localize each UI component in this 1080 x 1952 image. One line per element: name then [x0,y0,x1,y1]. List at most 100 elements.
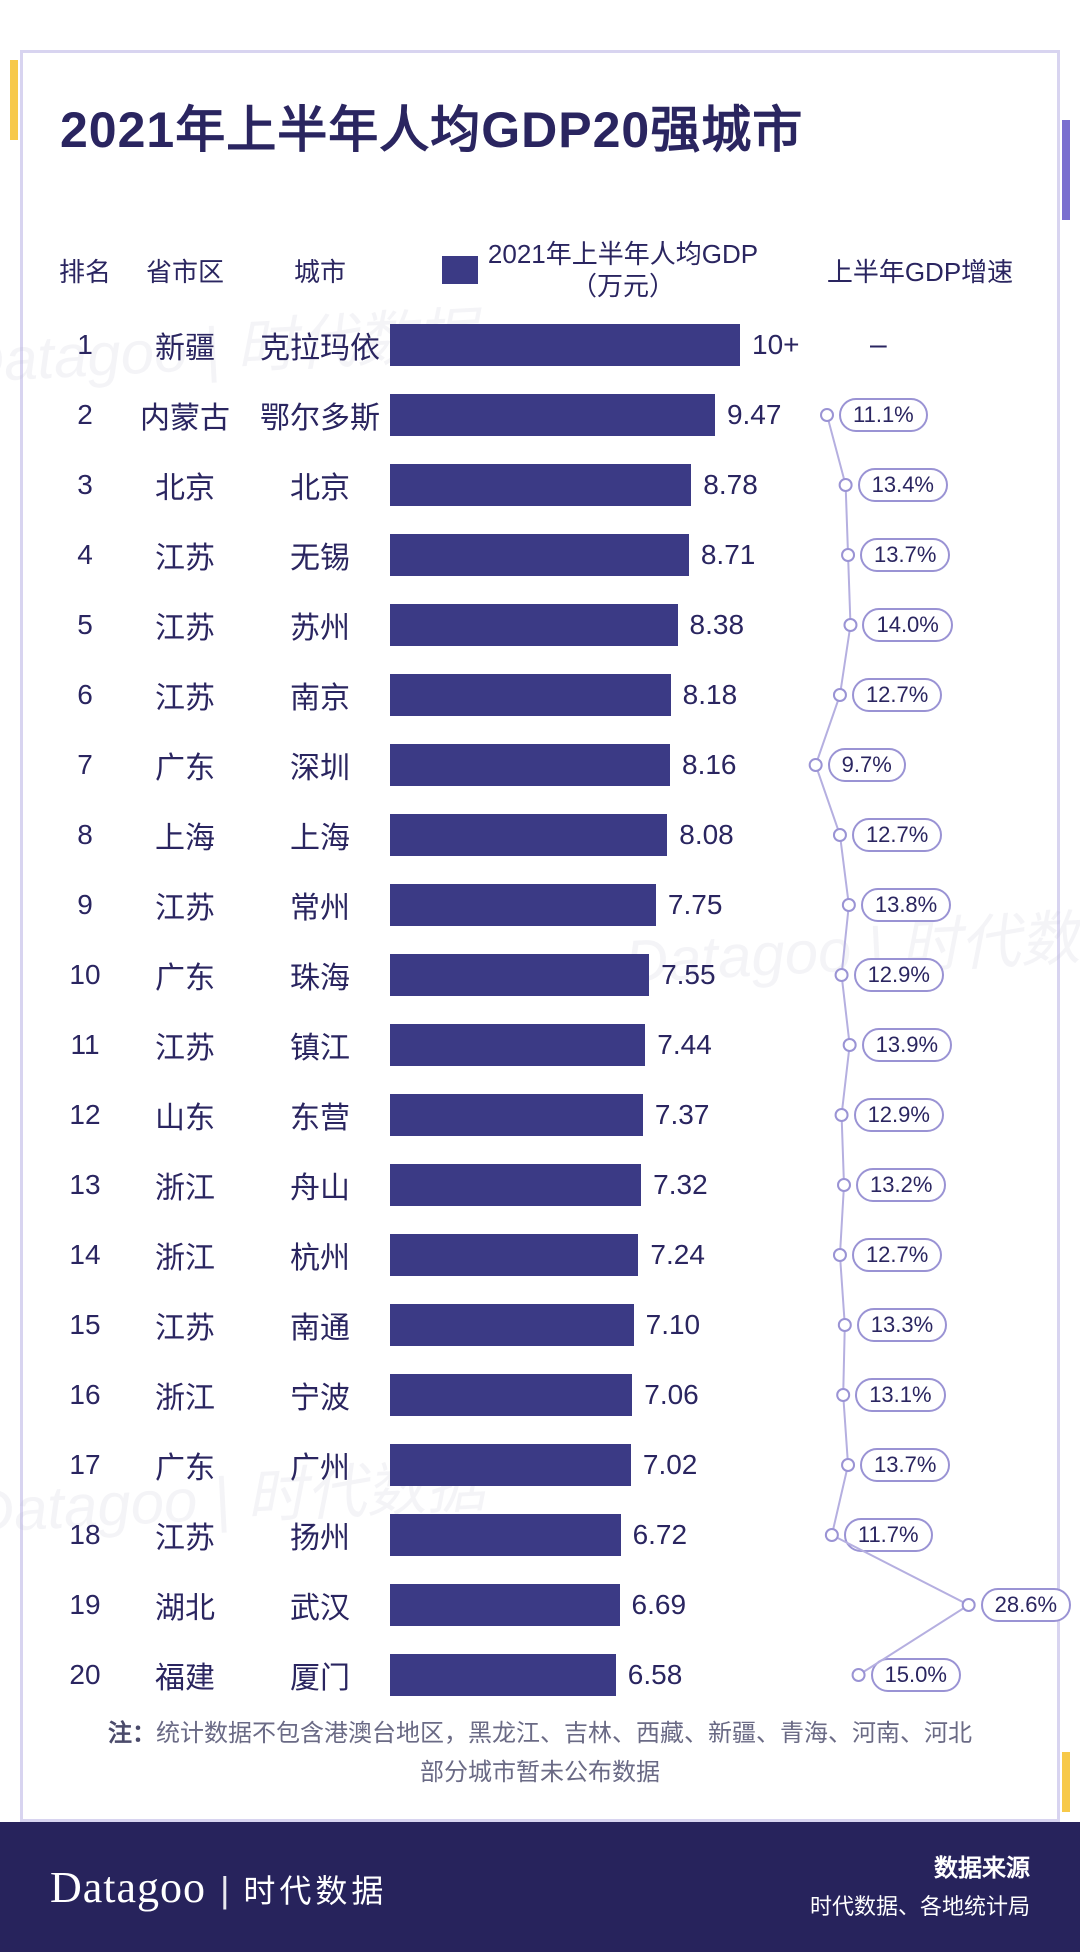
bar [390,1024,645,1066]
cell-bar: 7.02 [390,1444,810,1486]
cell-city: 扬州 [250,1513,390,1557]
bar [390,884,656,926]
cell-bar: 8.71 [390,534,810,576]
bar [390,1374,632,1416]
legend-label-line2: （万元） [488,270,758,303]
cell-province: 广东 [120,953,250,997]
cell-growth: – [810,310,1030,380]
border-left [20,50,23,1822]
table-row: 3北京北京8.7813.4% [50,450,1030,520]
growth-pill: 11.7% [844,1518,933,1552]
cell-bar: 7.37 [390,1094,810,1136]
cell-bar: 8.78 [390,464,810,506]
cell-rank: 15 [50,1309,120,1341]
table-row: 16浙江宁波7.0613.1% [50,1360,1030,1430]
cell-growth: 13.4% [810,450,1030,520]
growth-pill: 13.7% [860,1448,950,1482]
cell-growth: 12.9% [810,940,1030,1010]
cell-city: 广州 [250,1443,390,1487]
bar [390,1514,621,1556]
table-row: 1新疆克拉玛依10+– [50,310,1030,380]
cell-bar: 7.06 [390,1374,810,1416]
cell-city: 无锡 [250,533,390,577]
cell-city: 珠海 [250,953,390,997]
cell-province: 广东 [120,743,250,787]
table-row: 12山东东营7.3712.9% [50,1080,1030,1150]
cell-rank: 11 [50,1029,120,1061]
data-rows: 1新疆克拉玛依10+–2内蒙古鄂尔多斯9.4711.1%3北京北京8.7813.… [50,310,1030,1710]
cell-growth: 12.9% [810,1080,1030,1150]
cell-province: 江苏 [120,603,250,647]
bar-value: 8.08 [679,819,734,851]
cell-growth: 11.7% [810,1500,1030,1570]
cell-bar: 7.75 [390,884,810,926]
bar-value: 7.55 [661,959,716,991]
cell-rank: 16 [50,1379,120,1411]
cell-growth: 14.0% [810,590,1030,660]
bar-value: 7.10 [646,1309,701,1341]
table-row: 2内蒙古鄂尔多斯9.4711.1% [50,380,1030,450]
bar-value: 8.38 [690,609,745,641]
table-row: 5江苏苏州8.3814.0% [50,590,1030,660]
legend-label-line1: 2021年上半年人均GDP [488,238,758,271]
header-province: 省市区 [120,252,250,289]
footer-logo-en: Datagoo [50,1862,206,1913]
cell-bar: 6.72 [390,1514,810,1556]
bar [390,1234,638,1276]
cell-city: 宁波 [250,1373,390,1417]
cell-province: 江苏 [120,883,250,927]
table-row: 14浙江杭州7.2412.7% [50,1220,1030,1290]
bar-value: 7.32 [653,1169,708,1201]
growth-pill: 13.7% [860,538,950,572]
cell-city: 南京 [250,673,390,717]
cell-province: 内蒙古 [120,393,250,437]
cell-growth: 13.2% [810,1150,1030,1220]
cell-rank: 2 [50,399,120,431]
cell-rank: 18 [50,1519,120,1551]
cell-growth: 13.8% [810,870,1030,940]
cell-bar: 8.38 [390,604,810,646]
cell-city: 深圳 [250,743,390,787]
bar-value: 10+ [752,329,800,361]
bar [390,1444,631,1486]
cell-rank: 12 [50,1099,120,1131]
bar-value: 8.18 [683,679,738,711]
bar [390,1094,643,1136]
cell-city: 镇江 [250,1023,390,1067]
cell-bar: 8.08 [390,814,810,856]
cell-bar: 8.16 [390,744,810,786]
accent-top-left [10,60,18,140]
cell-province: 江苏 [120,1303,250,1347]
border-right [1057,50,1060,1822]
header-rank: 排名 [50,252,120,289]
cell-province: 北京 [120,463,250,507]
table-row: 8上海上海8.0812.7% [50,800,1030,870]
growth-pill: 15.0% [871,1658,961,1692]
cell-province: 湖北 [120,1583,250,1627]
cell-rank: 14 [50,1239,120,1271]
cell-growth: 9.7% [810,730,1030,800]
bar-value: 7.06 [644,1379,699,1411]
cell-bar: 7.32 [390,1164,810,1206]
table-row: 15江苏南通7.1013.3% [50,1290,1030,1360]
chart-title: 2021年上半年人均GDP20强城市 [60,90,803,162]
cell-city: 苏州 [250,603,390,647]
cell-province: 江苏 [120,1023,250,1067]
cell-bar: 8.18 [390,674,810,716]
header-city: 城市 [250,252,390,289]
cell-province: 福建 [120,1653,250,1697]
growth-pill: 13.4% [858,468,948,502]
chart-area: 排名 省市区 城市 2021年上半年人均GDP （万元） 上半年GDP增速 1新… [50,230,1030,1702]
header-bar: 2021年上半年人均GDP （万元） [390,238,810,303]
bar-value: 6.58 [628,1659,683,1691]
growth-pill: 13.9% [862,1028,952,1062]
header-growth: 上半年GDP增速 [810,252,1030,289]
bar [390,604,678,646]
table-row: 7广东深圳8.169.7% [50,730,1030,800]
bar [390,744,670,786]
growth-pill: 12.9% [854,958,944,992]
bar-value: 8.16 [682,749,737,781]
cell-province: 上海 [120,813,250,857]
cell-bar: 9.47 [390,394,810,436]
bar-value: 7.24 [650,1239,705,1271]
